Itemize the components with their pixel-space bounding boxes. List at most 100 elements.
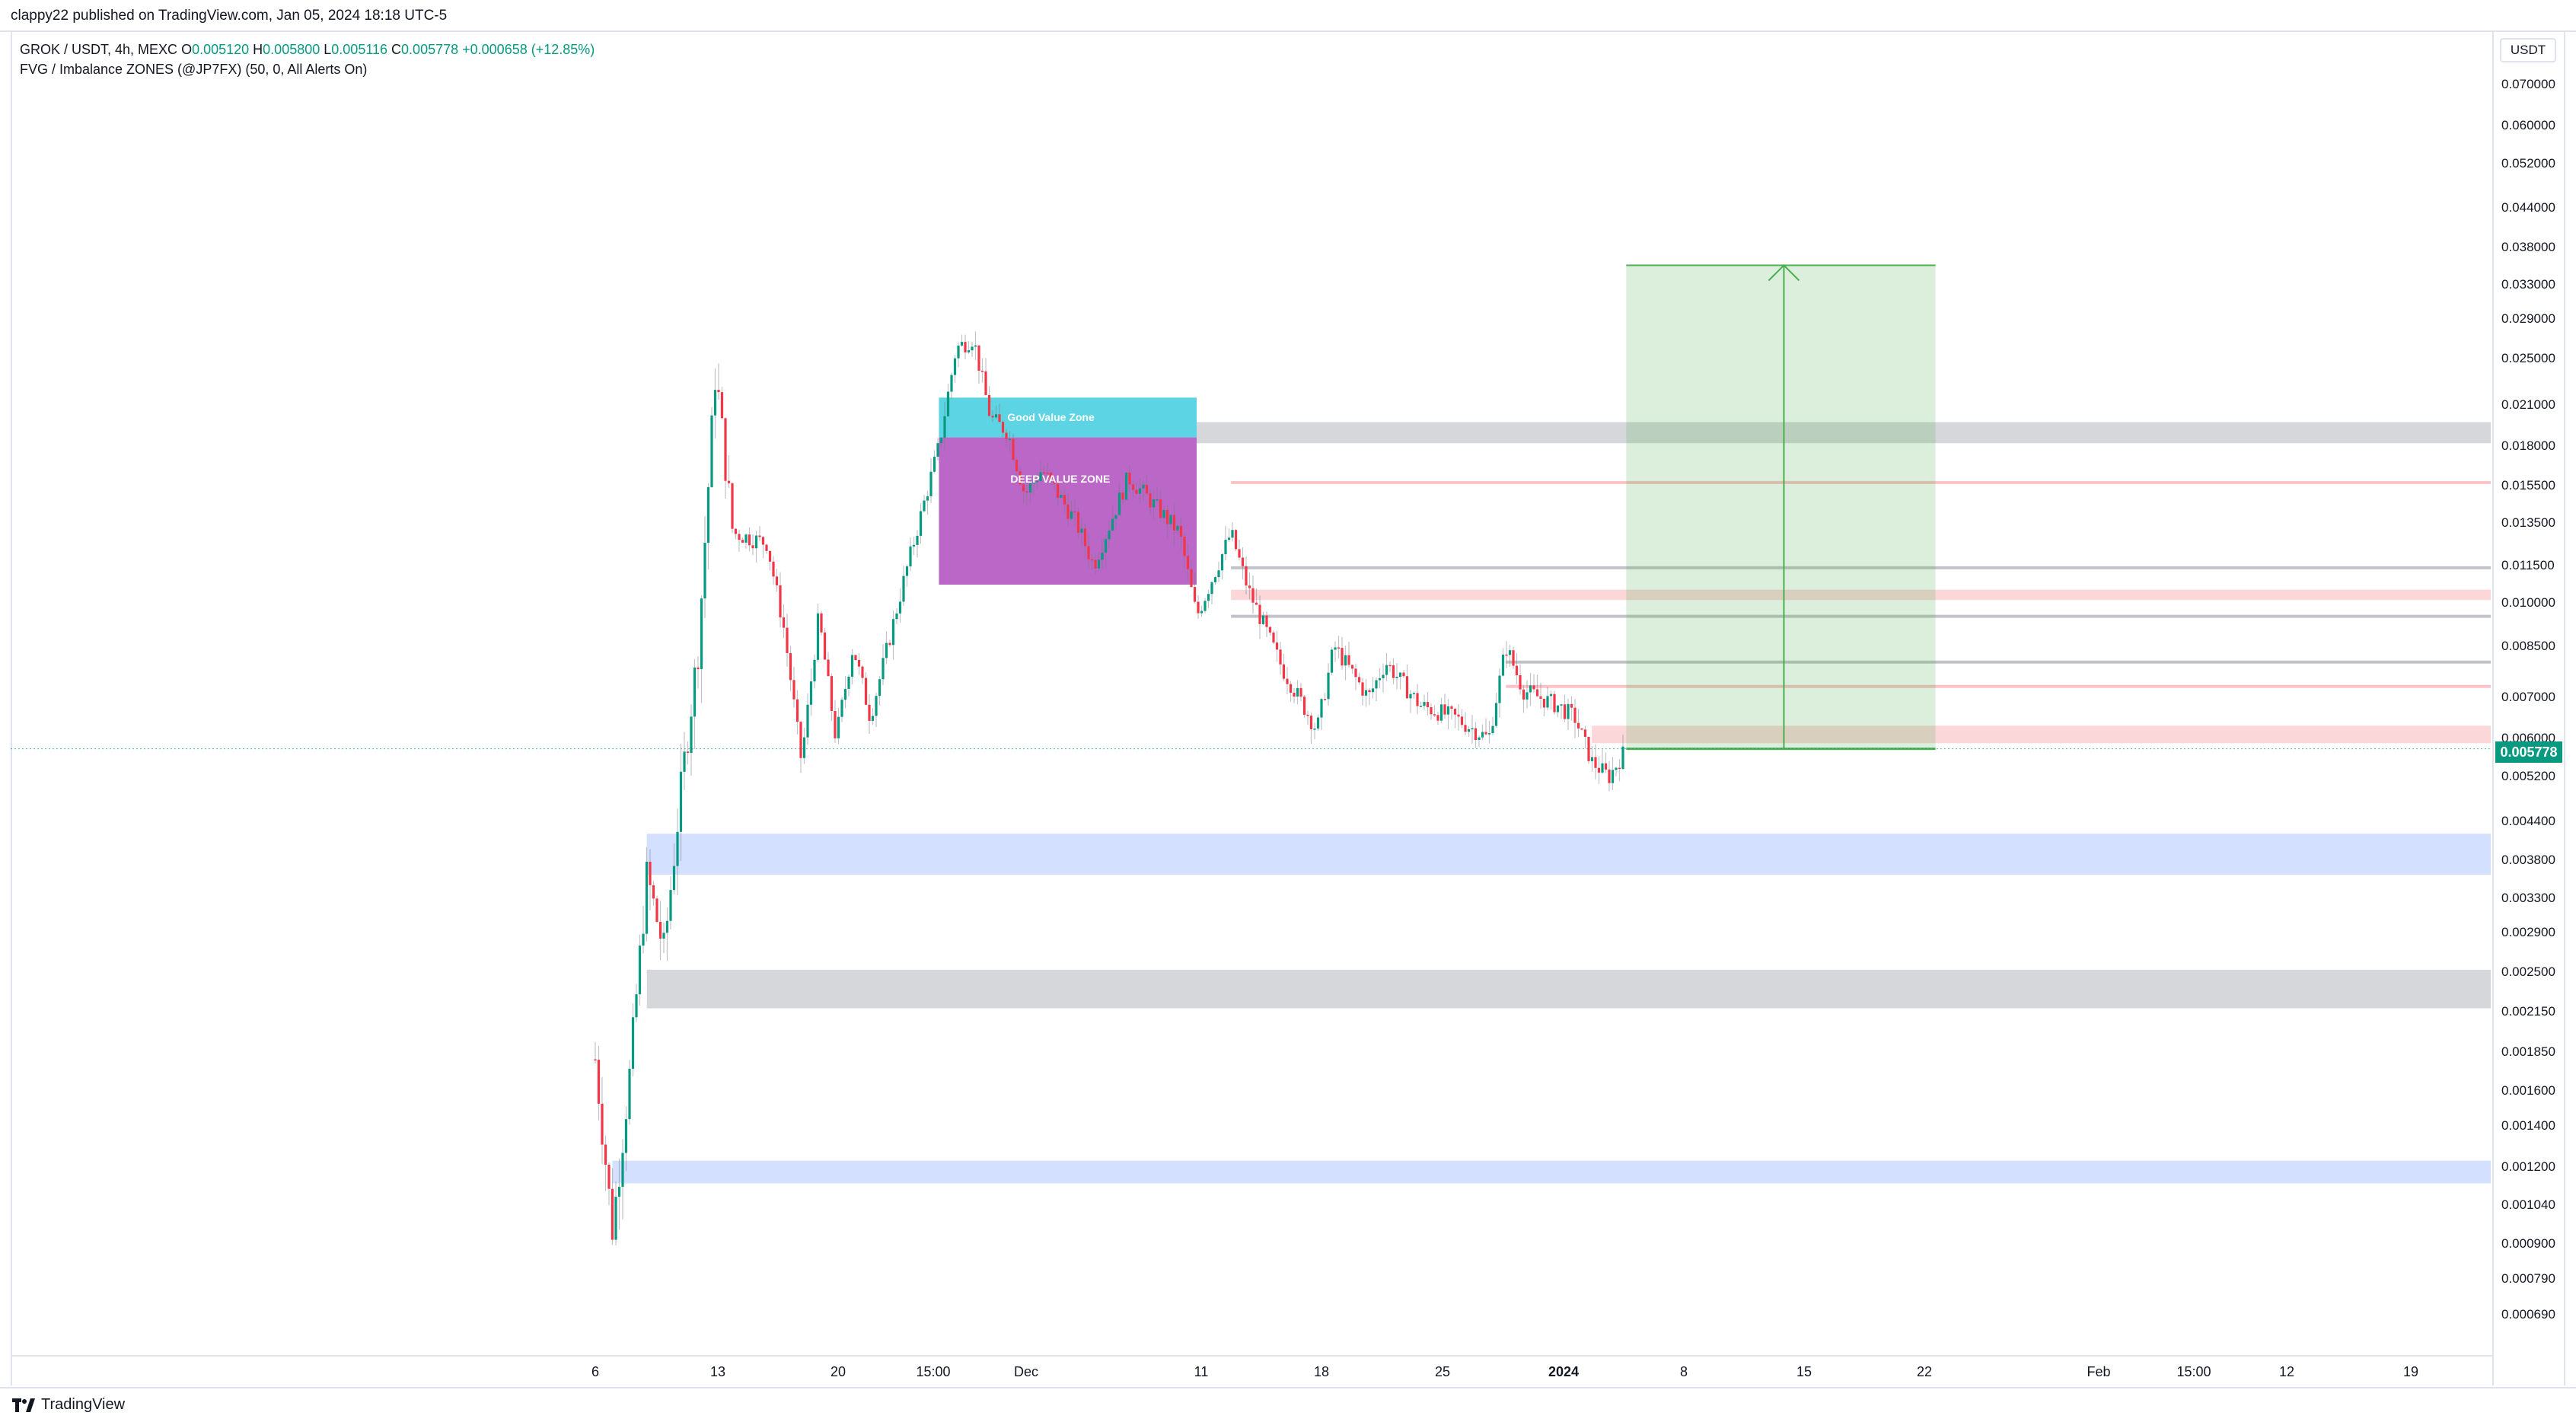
candle-body — [669, 890, 672, 921]
candle-body — [1573, 707, 1577, 723]
candle-body — [1053, 479, 1056, 484]
candle-body — [919, 511, 923, 536]
blue-zone — [646, 834, 2491, 875]
candle-body — [1498, 675, 1501, 703]
time-tick-label: 15 — [1796, 1364, 1812, 1379]
tradingview-logo[interactable]: TradingView — [12, 1396, 125, 1414]
candle-body — [980, 371, 984, 372]
candle-body — [1464, 725, 1467, 732]
price-tick-label: 0.001200 — [2501, 1159, 2555, 1175]
candle-body — [775, 576, 779, 585]
tradingview-icon — [12, 1398, 35, 1412]
high-value: 0.005800 — [263, 42, 320, 57]
candle-body — [868, 704, 871, 721]
time-tick-label: 13 — [709, 1364, 726, 1379]
candle-body — [1268, 627, 1272, 633]
candle-body — [1183, 537, 1186, 556]
candle-body — [1474, 728, 1478, 740]
candle-body — [617, 1187, 621, 1197]
time-tick-label: 19 — [2402, 1364, 2419, 1379]
candle-body — [1457, 714, 1460, 717]
candle-body — [1388, 665, 1392, 667]
time-axis[interactable]: 6 13 20 15:00 Dec 11 18 25 2024 8 15 22 Feb 15:00 12 19 — [11, 1355, 2492, 1387]
candle-body — [690, 716, 693, 754]
gray-zone — [1197, 422, 2491, 444]
candle-body — [1019, 471, 1022, 485]
footer: TradingView — [0, 1387, 2576, 1422]
candle-body — [717, 390, 720, 393]
candle-body — [1022, 484, 1025, 492]
candle-body — [1186, 556, 1190, 569]
time-tick-label: 15:00 — [2176, 1364, 2211, 1379]
candle-body — [1245, 566, 1248, 586]
candle-body — [614, 1197, 617, 1240]
candle-body — [624, 1119, 628, 1153]
candle-body — [799, 722, 802, 758]
price-tick-label: 0.005200 — [2501, 769, 2555, 784]
candle-body — [991, 416, 994, 418]
candle-body — [607, 1165, 611, 1189]
candle-body — [1508, 650, 1512, 655]
candle-body — [974, 345, 977, 347]
pink-zone — [1231, 589, 2491, 601]
candle-body — [1289, 684, 1293, 693]
candle-body — [1371, 688, 1375, 693]
candle-body — [1392, 665, 1395, 678]
candle-body — [854, 655, 857, 660]
symbol-info[interactable]: GROK / USDT, 4h, MEXC — [20, 42, 178, 57]
price-tick-label: 0.003800 — [2501, 853, 2555, 868]
good-value-zone — [939, 397, 1197, 438]
candle-body — [1251, 588, 1255, 603]
candle-body — [642, 933, 645, 946]
candle-body — [768, 550, 772, 562]
candle-body — [953, 358, 957, 375]
candle-body — [895, 613, 898, 620]
candle-body — [1385, 665, 1388, 675]
candle-body — [1083, 528, 1087, 547]
candle-body — [847, 676, 850, 689]
candle-body — [864, 678, 868, 705]
candle-body — [1008, 438, 1012, 441]
candle-body — [1478, 737, 1481, 740]
candle-body — [1066, 504, 1070, 519]
indicator-legend[interactable]: FVG / Imbalance ZONES (@JP7FX) (50, 0, A… — [20, 62, 368, 77]
candle-body — [1409, 693, 1412, 699]
candle-body — [1076, 512, 1080, 533]
candle-body — [1169, 515, 1172, 524]
time-tick-label: 6 — [591, 1364, 600, 1379]
candle-body — [621, 1153, 624, 1188]
candle-body — [1433, 714, 1436, 716]
time-tick-label: 22 — [1916, 1364, 1933, 1379]
candle-body — [1337, 647, 1341, 649]
time-tick-label: 25 — [1434, 1364, 1451, 1379]
candle-body — [806, 704, 809, 738]
candle-body — [738, 534, 741, 540]
candle-body — [1265, 615, 1268, 627]
candle-body — [994, 414, 998, 418]
price-axis[interactable]: 0.070000 0.060000 0.052000 0.044000 0.038000… — [2492, 30, 2567, 1385]
candle-body — [1087, 546, 1090, 560]
currency-button[interactable]: USDT — [2500, 38, 2556, 62]
candle-body — [1621, 746, 1624, 770]
time-tick-label: 12 — [2278, 1364, 2295, 1379]
candle-body — [1597, 767, 1601, 773]
candle-body — [1532, 685, 1535, 690]
candle-body — [1142, 484, 1145, 489]
candle-body — [693, 667, 697, 717]
candle-body — [1131, 484, 1135, 490]
candle-body — [971, 346, 974, 351]
candle-body — [1035, 480, 1039, 483]
price-tick-label: 0.002500 — [2501, 964, 2555, 979]
chart-pane[interactable] — [11, 30, 2565, 1385]
candle-body — [1145, 484, 1149, 494]
candle-body — [1515, 665, 1519, 675]
price-tick-label: 0.001600 — [2501, 1082, 2555, 1098]
candle-body — [1012, 438, 1015, 461]
candle-body — [1549, 693, 1553, 697]
time-tick-label: 15:00 — [916, 1364, 951, 1379]
candle-body — [1001, 422, 1005, 433]
candle-body — [1446, 706, 1450, 715]
candle-body — [1152, 499, 1156, 508]
candle-body — [748, 534, 751, 546]
